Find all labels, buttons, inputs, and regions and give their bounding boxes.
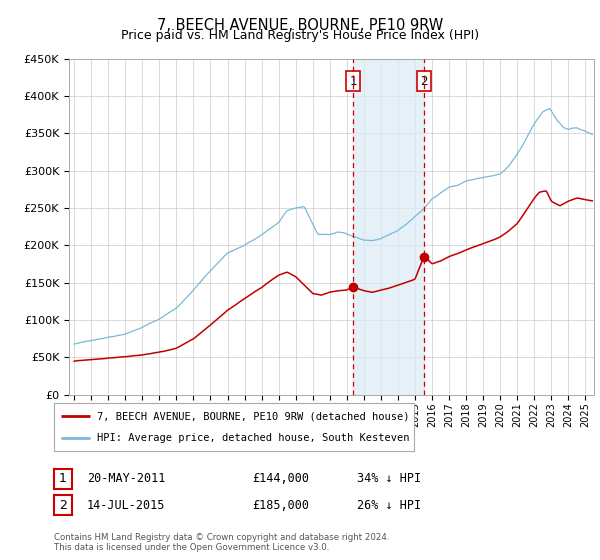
Text: Price paid vs. HM Land Registry's House Price Index (HPI): Price paid vs. HM Land Registry's House … [121, 29, 479, 42]
Text: 7, BEECH AVENUE, BOURNE, PE10 9RW: 7, BEECH AVENUE, BOURNE, PE10 9RW [157, 18, 443, 33]
Text: 2: 2 [59, 498, 67, 512]
Text: 26% ↓ HPI: 26% ↓ HPI [357, 498, 421, 512]
Text: 14-JUL-2015: 14-JUL-2015 [87, 498, 166, 512]
Text: £144,000: £144,000 [252, 472, 309, 486]
Text: 20-MAY-2011: 20-MAY-2011 [87, 472, 166, 486]
Text: 1: 1 [59, 472, 67, 486]
Text: 7, BEECH AVENUE, BOURNE, PE10 9RW (detached house): 7, BEECH AVENUE, BOURNE, PE10 9RW (detac… [97, 411, 410, 421]
Text: 1: 1 [350, 74, 357, 88]
Text: HPI: Average price, detached house, South Kesteven: HPI: Average price, detached house, Sout… [97, 433, 410, 443]
Text: £185,000: £185,000 [252, 498, 309, 512]
Text: 34% ↓ HPI: 34% ↓ HPI [357, 472, 421, 486]
Text: This data is licensed under the Open Government Licence v3.0.: This data is licensed under the Open Gov… [54, 543, 329, 552]
Text: 2: 2 [421, 74, 428, 88]
Bar [353, 59, 424, 395]
Text: Contains HM Land Registry data © Crown copyright and database right 2024.: Contains HM Land Registry data © Crown c… [54, 533, 389, 542]
